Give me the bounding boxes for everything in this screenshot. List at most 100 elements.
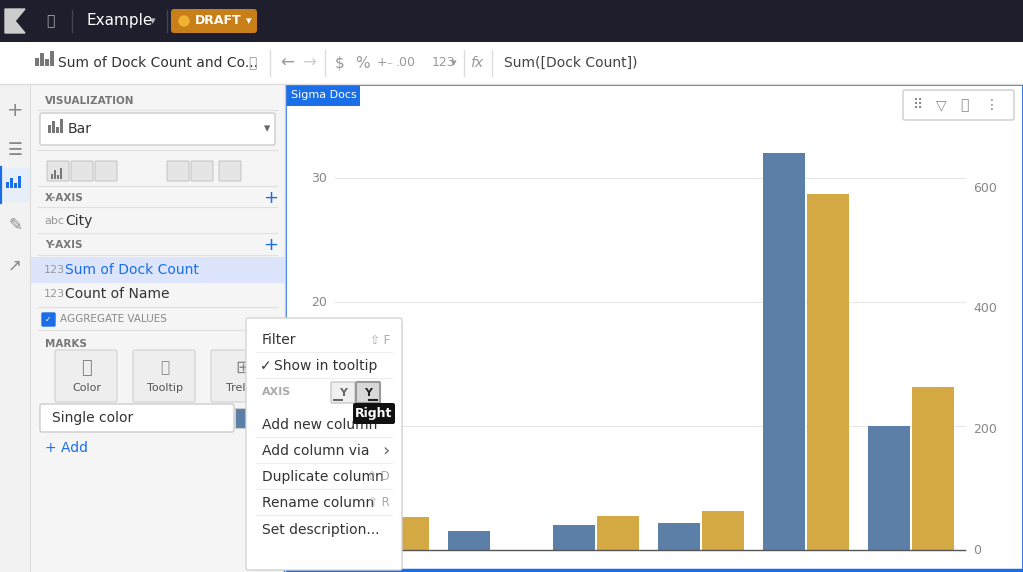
Text: VISUALIZATION: VISUALIZATION [45,96,134,106]
Bar [6,182,9,188]
FancyBboxPatch shape [71,161,93,181]
Text: ▾: ▾ [150,16,155,26]
Bar [45,59,48,66]
Text: 123: 123 [44,265,65,275]
Text: ⊞: ⊞ [235,359,251,377]
Text: Right: Right [355,407,393,420]
FancyBboxPatch shape [40,113,275,145]
Text: Add new column: Add new column [262,418,377,432]
Text: Count of Name: Count of Name [65,287,170,301]
Bar [54,170,56,179]
Text: MARKS: MARKS [45,339,87,349]
FancyBboxPatch shape [42,313,55,326]
Bar [0,168,30,202]
Text: 200: 200 [973,423,996,436]
Text: Sigma Docs: Sigma Docs [291,90,357,100]
Bar [235,408,275,428]
Text: 🖌: 🖌 [82,359,92,377]
Text: Example: Example [87,14,153,29]
Bar [344,525,386,550]
Text: ⇧ F: ⇧ F [369,333,390,347]
Text: 🔍: 🔍 [248,56,256,70]
FancyBboxPatch shape [356,382,380,403]
FancyBboxPatch shape [246,318,402,570]
Text: Add column via: Add column via [262,444,369,458]
Bar [235,408,255,428]
Text: Color: Color [73,383,101,393]
Text: .00: .00 [396,57,416,70]
Bar [553,525,595,550]
Text: AXIS: AXIS [262,387,292,397]
Polygon shape [5,9,25,33]
Text: ✓: ✓ [45,315,52,324]
Text: 10: 10 [311,419,327,432]
Text: Sum of Dock Count: Sum of Dock Count [65,263,198,277]
Text: +: + [264,189,278,207]
Bar [50,51,53,66]
Text: Filter: Filter [262,333,297,347]
FancyBboxPatch shape [331,382,355,403]
Bar [60,168,62,179]
FancyBboxPatch shape [47,161,69,181]
FancyBboxPatch shape [167,161,189,181]
Text: 20: 20 [311,296,327,308]
FancyBboxPatch shape [903,90,1014,120]
FancyBboxPatch shape [133,350,195,402]
Bar [285,84,360,106]
Text: Y-AXIS: Y-AXIS [45,240,83,250]
Text: +: + [264,236,278,254]
Text: Y: Y [339,387,347,398]
Bar [807,194,849,550]
Text: City: City [65,214,92,228]
Text: 💬: 💬 [161,360,170,375]
Bar [51,174,53,179]
Circle shape [179,16,189,26]
Text: + Add: + Add [45,441,88,455]
FancyBboxPatch shape [211,350,273,402]
Text: Sum of Dock Count and Co...: Sum of Dock Count and Co... [58,56,258,70]
Text: ▾: ▾ [451,58,456,68]
Bar [285,84,1023,572]
Text: ←: ← [280,54,294,72]
Text: 0: 0 [973,543,981,557]
Bar [18,176,21,188]
Text: ✓: ✓ [260,359,272,373]
Text: AGGREGATE VALUES: AGGREGATE VALUES [60,314,167,324]
FancyBboxPatch shape [353,403,395,424]
Text: Show in tooltip: Show in tooltip [274,359,377,373]
Text: Duplicate column: Duplicate column [262,470,384,484]
Bar [659,523,701,550]
Bar [52,121,55,133]
Text: 123: 123 [432,57,455,70]
FancyBboxPatch shape [95,161,117,181]
Bar [30,257,285,283]
FancyBboxPatch shape [191,161,213,181]
Bar [869,426,910,550]
Bar [48,125,51,133]
Text: Bar: Bar [68,122,92,136]
Bar [703,511,745,550]
Text: ⋮: ⋮ [985,98,998,112]
Text: →: → [302,54,316,72]
Text: ⇧ D: ⇧ D [367,471,390,483]
Text: ⇧ R: ⇧ R [368,496,390,510]
Text: Trell...: Trell... [226,383,260,393]
Text: ☰: ☰ [7,141,23,159]
Text: ⤢: ⤢ [960,98,968,112]
Text: DRAFT: DRAFT [195,14,241,27]
Bar [0,42,1023,84]
Bar [448,531,490,550]
Text: Single color: Single color [52,411,133,425]
Text: +: + [7,101,24,120]
Text: Y: Y [364,387,372,398]
Text: ↗: ↗ [8,256,21,274]
Bar [597,517,639,550]
Text: 123: 123 [44,289,65,299]
Text: ⠿: ⠿ [913,98,923,112]
Text: ▾: ▾ [264,122,270,136]
FancyBboxPatch shape [40,404,234,432]
Text: ›: › [383,442,390,460]
Text: +₋: +₋ [376,57,394,70]
Bar [388,517,430,550]
Text: 30: 30 [311,172,327,185]
